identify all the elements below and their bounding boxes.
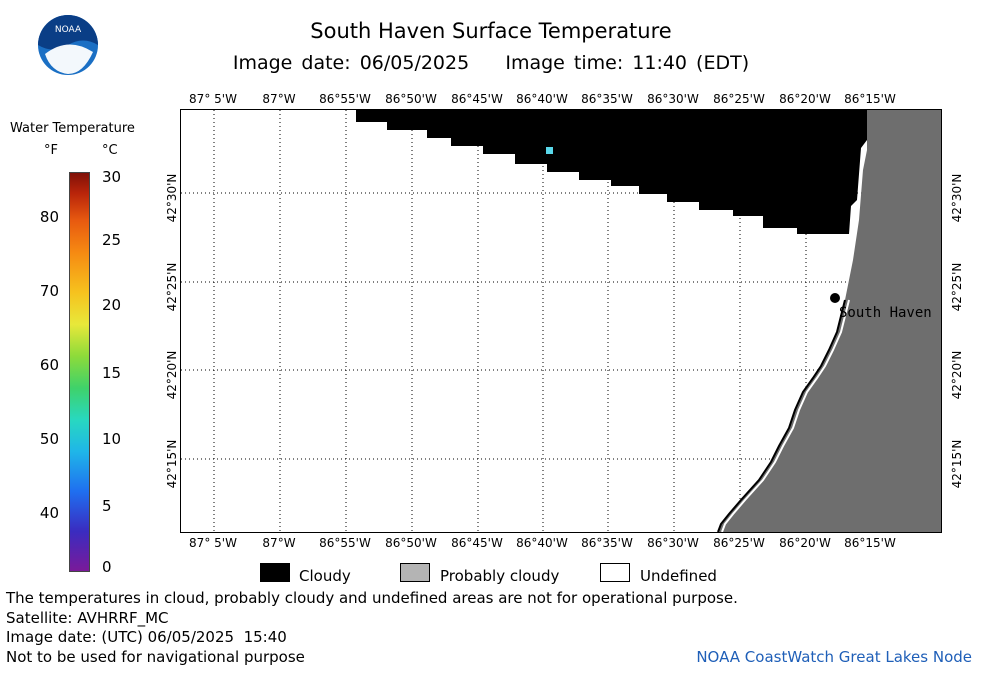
lon-label-bottom: 86°40'W: [516, 536, 568, 550]
f-tick-60: 60: [39, 356, 59, 374]
unit-celsius: °C: [102, 143, 118, 158]
page-title: South Haven Surface Temperature: [310, 19, 672, 43]
lon-label-bottom: 87°W: [262, 536, 296, 550]
temperature-colorbar: [69, 172, 90, 572]
lat-label-left: 42°30'N: [165, 173, 179, 223]
shoreline: [717, 299, 846, 532]
cloudy-label: Cloudy: [299, 567, 351, 585]
f-tick-80: 80: [39, 208, 59, 226]
lon-label-bottom: 86°45'W: [451, 536, 503, 550]
lon-label-top: 86°30'W: [647, 92, 699, 106]
lon-label-top: 86°45'W: [451, 92, 503, 106]
cloudy-swatch: [260, 563, 290, 582]
valid-temperature-pixel: [546, 147, 553, 154]
c-tick-15: 15: [102, 364, 122, 382]
satellite-text: Satellite: AVHRRF_MC: [6, 609, 169, 627]
utc-date-text: Image date: (UTC) 06/05/2025 15:40: [6, 628, 287, 646]
lon-label-bottom: 86°35'W: [581, 536, 633, 550]
south-haven-marker: [830, 293, 840, 303]
lon-label-top: 86°50'W: [385, 92, 437, 106]
lat-label-right: 42°25'N: [950, 262, 964, 312]
undefined-label: Undefined: [640, 567, 717, 585]
lon-label-top: 86°40'W: [516, 92, 568, 106]
lon-label-top: 86°55'W: [319, 92, 371, 106]
lon-label-top: 86°35'W: [581, 92, 633, 106]
lon-label-top: 86°20'W: [779, 92, 831, 106]
land-area: [719, 110, 941, 532]
undefined-swatch: [600, 563, 630, 582]
lon-label-top: 87° 5'W: [189, 92, 237, 106]
probably-cloudy-swatch: [400, 563, 430, 582]
c-tick-0: 0: [102, 558, 112, 576]
credit-text: NOAA CoastWatch Great Lakes Node: [696, 648, 972, 666]
c-tick-25: 25: [102, 231, 122, 249]
c-tick-10: 10: [102, 430, 122, 448]
lon-label-bottom: 86°15'W: [844, 536, 896, 550]
lat-label-left: 42°15'N: [165, 439, 179, 489]
lon-label-top: 86°15'W: [844, 92, 896, 106]
unit-fahrenheit: °F: [44, 143, 58, 158]
logo-text: NOAA: [55, 25, 82, 35]
lat-label-right: 42°15'N: [950, 439, 964, 489]
lon-label-bottom: 86°20'W: [779, 536, 831, 550]
lon-label-top: 86°25'W: [713, 92, 765, 106]
shoreline-inner: [721, 299, 850, 532]
surface-temperature-map: South Haven: [180, 109, 942, 533]
cloud-area: [356, 110, 867, 234]
graticule: [181, 110, 941, 532]
navigation-warning: Not to be used for navigational purpose: [6, 648, 305, 666]
lat-label-right: 42°30'N: [950, 173, 964, 223]
lat-label-right: 42°20'N: [950, 350, 964, 400]
noaa-logo: NOAA: [37, 14, 99, 76]
lat-label-left: 42°20'N: [165, 350, 179, 400]
disclaimer-text: The temperatures in cloud, probably clou…: [6, 589, 738, 607]
image-date-time: Image date: 06/05/2025 Image time: 11:40…: [232, 52, 750, 74]
c-tick-20: 20: [102, 296, 122, 314]
lon-label-bottom: 86°55'W: [319, 536, 371, 550]
f-tick-40: 40: [39, 504, 59, 522]
lon-label-bottom: 86°25'W: [713, 536, 765, 550]
lon-label-bottom: 86°50'W: [385, 536, 437, 550]
probably-cloudy-label: Probably cloudy: [440, 567, 560, 585]
c-tick-5: 5: [102, 497, 112, 515]
lon-label-bottom: 86°30'W: [647, 536, 699, 550]
lon-label-top: 87°W: [262, 92, 296, 106]
south-haven-label: South Haven: [839, 305, 932, 321]
lat-label-left: 42°25'N: [165, 262, 179, 312]
colorbar-title: Water Temperature: [10, 121, 135, 136]
f-tick-70: 70: [39, 282, 59, 300]
lon-label-bottom: 87° 5'W: [189, 536, 237, 550]
f-tick-50: 50: [39, 430, 59, 448]
c-tick-30: 30: [102, 168, 122, 186]
